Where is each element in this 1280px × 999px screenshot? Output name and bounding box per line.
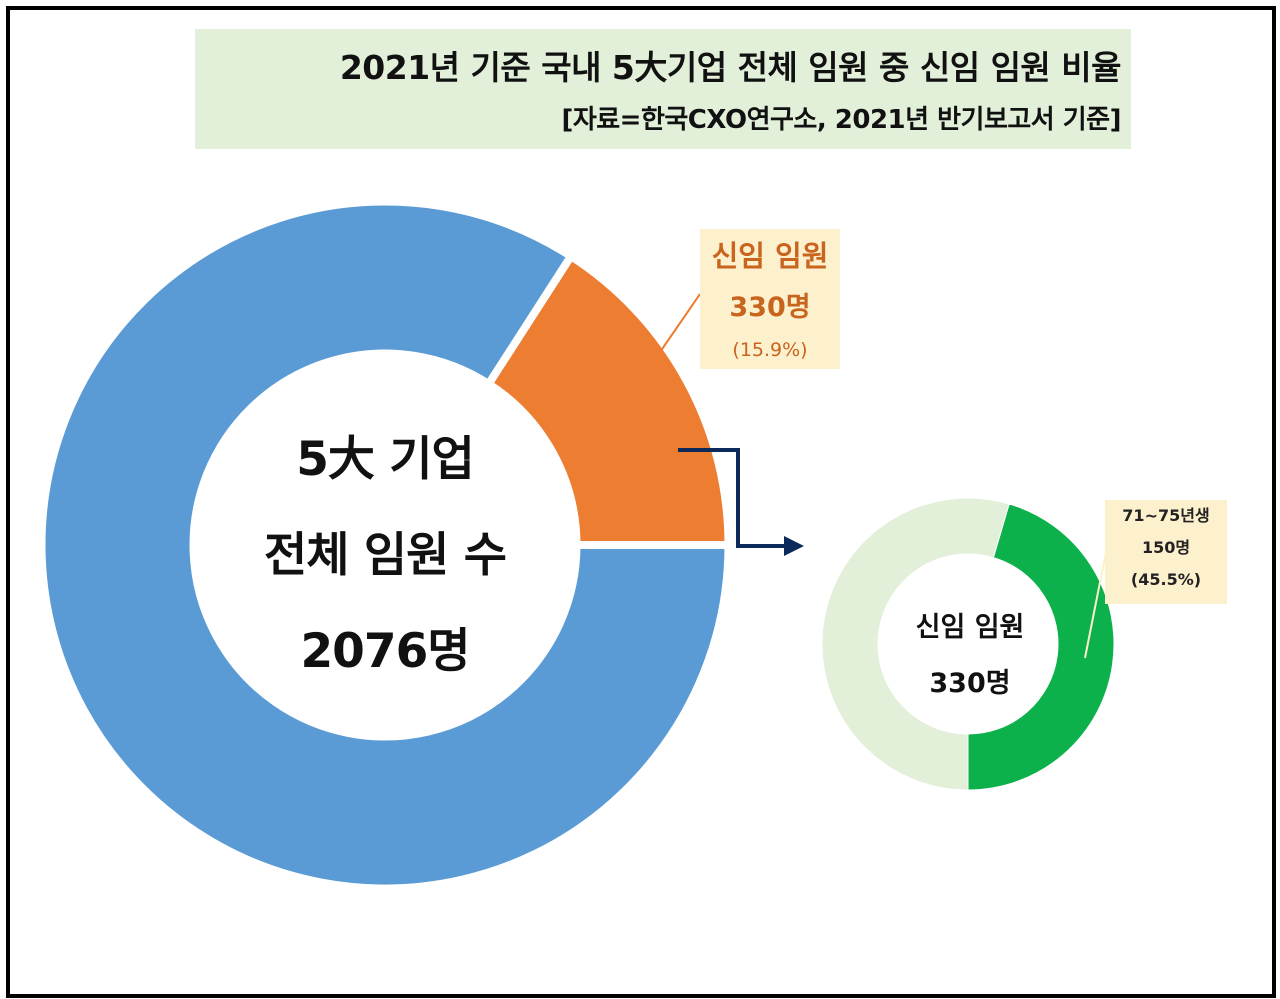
main-donut — [44, 204, 730, 886]
callout-label: 신임 임원 — [711, 239, 829, 273]
chart-title: 2021년 기준 국내 5大기업 전체 임원 중 신임 임원 비율 — [339, 48, 1122, 87]
callout-leader-line — [657, 293, 701, 356]
center-line-2: 전체 임원 수 — [264, 528, 507, 583]
inset-center-label: 신임 임원 330명 — [880, 600, 1060, 712]
inset-center-line-2: 330명 — [929, 668, 1011, 699]
connector-arrow-line — [678, 448, 786, 548]
slice-separator — [484, 252, 576, 388]
connector-arrow-head — [784, 536, 804, 556]
center-line-1: 5大 기업 — [296, 432, 475, 487]
main-center-label: 5大 기업 전체 임원 수 2076명 — [210, 412, 560, 700]
chart-source: [자료=한국CXO연구소, 2021년 반기보고서 기준] — [561, 105, 1121, 135]
center-line-3: 2076명 — [300, 624, 470, 679]
slice-other-executives — [44, 204, 726, 886]
inset-callout: 71~75년생 150명 (45.5%) — [1105, 500, 1227, 604]
inset-callout-line-3: (45.5%) — [1130, 570, 1202, 589]
callout-count: 330명 — [729, 292, 811, 323]
inset-callout-line-2: 150명 — [1141, 538, 1191, 557]
inset-center-line-1: 신임 임원 — [915, 612, 1025, 643]
new-executive-callout: 신임 임원 330명 (15.9%) — [700, 229, 840, 369]
callout-percent: (15.9%) — [732, 339, 808, 361]
inset-callout-line-1: 71~75년생 — [1122, 506, 1210, 525]
title-box: 2021년 기준 국내 5大기업 전체 임원 중 신임 임원 비율 [자료=한국… — [195, 29, 1131, 149]
slice-new-executives — [489, 258, 726, 546]
